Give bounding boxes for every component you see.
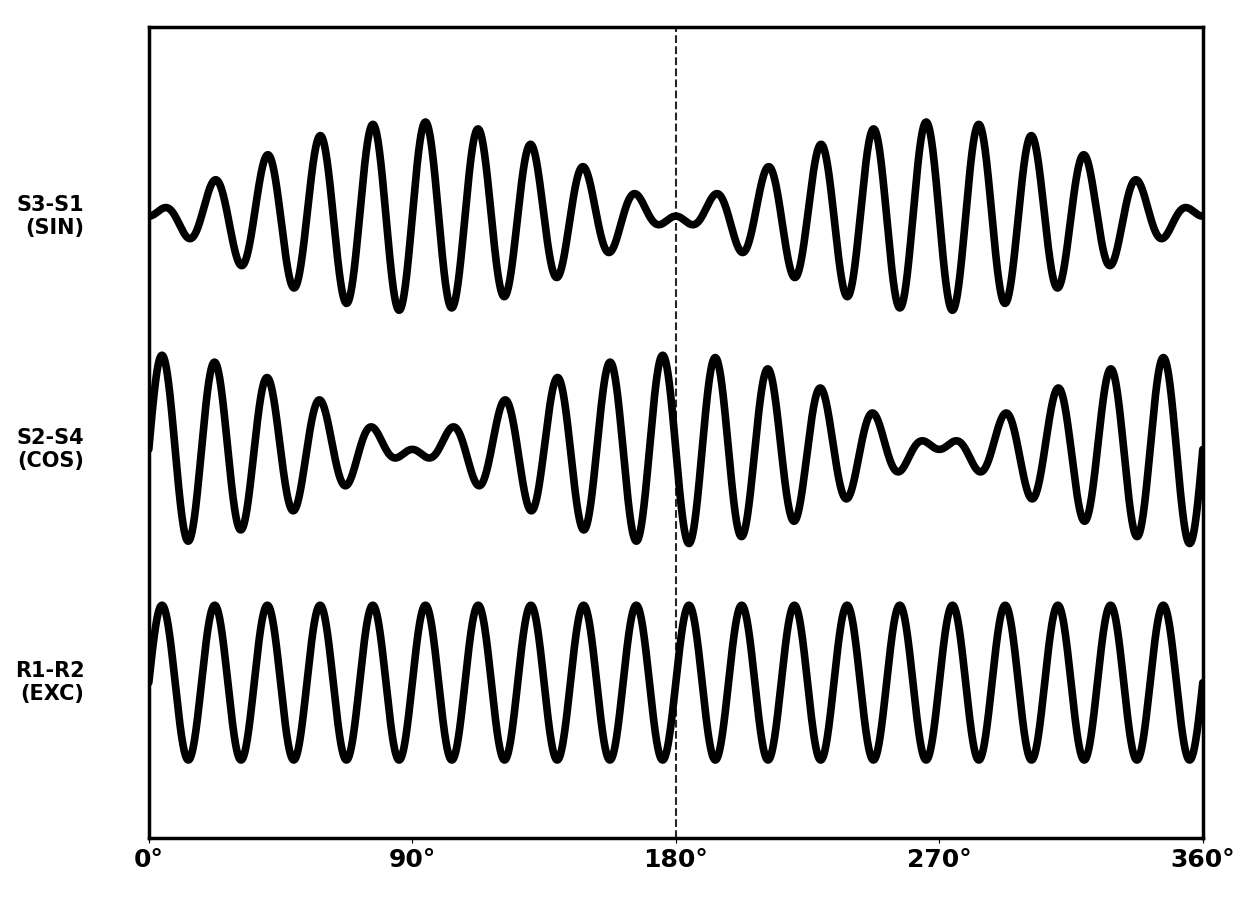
Text: R1-R2
(EXC): R1-R2 (EXC) — [15, 661, 84, 704]
Text: S3-S1
(SIN): S3-S1 (SIN) — [17, 195, 84, 238]
Text: S2-S4
(COS): S2-S4 (COS) — [17, 428, 84, 471]
